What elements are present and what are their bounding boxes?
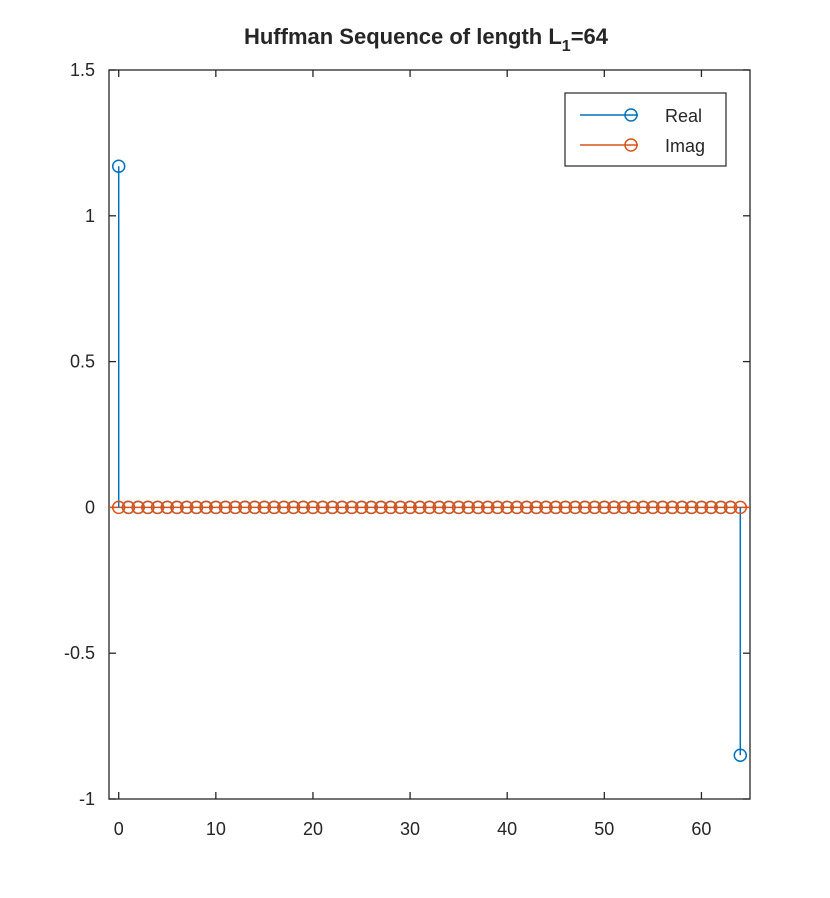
legend: Real Imag xyxy=(564,92,727,167)
stem-marker xyxy=(733,500,748,515)
stem-marker xyxy=(500,500,514,515)
stem-marker xyxy=(607,500,621,515)
y-tick-label: 1 xyxy=(85,206,95,226)
axes-box xyxy=(108,69,751,800)
stem-marker xyxy=(325,500,340,515)
stem-marker xyxy=(422,500,437,515)
stem-marker xyxy=(199,500,213,515)
stem-marker xyxy=(150,500,165,515)
stem-marker xyxy=(354,500,369,515)
stem-marker xyxy=(345,500,359,515)
stem-marker xyxy=(510,500,524,515)
x-tick-label: 20 xyxy=(303,819,323,839)
chart-title: Huffman Sequence of length L1=64 xyxy=(244,24,609,55)
stem-marker xyxy=(277,500,291,515)
stem-marker xyxy=(461,500,476,515)
stem-marker xyxy=(597,500,612,515)
stem-marker xyxy=(714,500,728,515)
stem-marker xyxy=(218,500,233,515)
series-imag xyxy=(111,500,748,515)
y-tick-label: -0.5 xyxy=(64,643,95,663)
stem-marker xyxy=(247,500,262,515)
stem-marker xyxy=(160,500,175,515)
stem-marker xyxy=(684,500,699,515)
stem-marker xyxy=(442,500,456,515)
stem-marker xyxy=(665,500,680,515)
stem-marker xyxy=(315,500,330,515)
legend-box xyxy=(564,92,727,167)
legend-swatch-marker xyxy=(624,138,638,152)
stem-marker xyxy=(131,500,145,515)
stem-marker xyxy=(141,500,155,515)
stem-marker xyxy=(364,500,378,515)
x-tick-label: 50 xyxy=(594,819,614,839)
stem-marker xyxy=(306,500,320,515)
stem-marker xyxy=(413,500,427,515)
plot-area: 0 10 20 30 40 50 60 -1 -0.5 0 0.5 1 1.5 xyxy=(64,60,751,839)
stem-marker xyxy=(694,500,709,515)
stem-marker xyxy=(723,500,738,515)
stem-marker xyxy=(558,500,573,515)
stem-marker xyxy=(549,500,563,515)
x-tick-label: 0 xyxy=(114,819,124,839)
stem-marker xyxy=(374,500,388,515)
stem-marker xyxy=(646,500,660,515)
stem-marker xyxy=(189,500,204,515)
stem-marker xyxy=(432,500,446,515)
stem-marker xyxy=(539,500,553,515)
x-tick-label: 40 xyxy=(497,819,517,839)
stem-marker xyxy=(121,500,136,515)
stem-marker xyxy=(257,500,272,515)
y-tick-label: 0.5 xyxy=(70,352,95,372)
y-tick-label: 1.5 xyxy=(70,60,95,80)
stem-marker xyxy=(471,500,485,515)
stem-marker xyxy=(286,500,301,515)
y-tick-label: -1 xyxy=(79,789,95,809)
stem-marker xyxy=(228,500,243,515)
legend-label: Real xyxy=(665,106,702,126)
legend-label: Imag xyxy=(665,136,705,156)
stem-marker xyxy=(111,500,126,515)
stem-marker xyxy=(179,500,194,515)
stem-marker xyxy=(675,500,689,515)
stem-marker xyxy=(383,500,398,515)
stem-marker xyxy=(451,500,466,515)
stem-marker xyxy=(393,500,408,515)
stem-marker xyxy=(568,500,582,515)
stem-marker xyxy=(335,500,349,515)
stem-marker xyxy=(403,500,417,515)
stem-marker xyxy=(578,500,592,515)
series-real xyxy=(111,159,748,763)
x-tick-label: 10 xyxy=(206,819,226,839)
stem-marker xyxy=(587,500,602,515)
x-tick-label: 60 xyxy=(691,819,711,839)
stem-marker xyxy=(529,500,544,515)
stem-marker xyxy=(733,748,748,763)
stem-marker xyxy=(170,500,184,515)
stem-marker xyxy=(626,500,641,515)
y-tick-label: 0 xyxy=(85,497,95,517)
stem-marker xyxy=(111,159,126,173)
stem-marker xyxy=(636,500,650,515)
stem-marker xyxy=(238,500,252,515)
stem-marker xyxy=(704,500,718,515)
stem-marker xyxy=(616,500,631,515)
stem-marker xyxy=(267,500,281,515)
stem-marker xyxy=(296,500,310,515)
stem-marker xyxy=(519,500,534,515)
stem-marker xyxy=(481,500,495,515)
stem-marker xyxy=(490,500,505,515)
stem-marker xyxy=(209,500,223,515)
legend-swatch-marker xyxy=(624,108,638,122)
x-tick-label: 30 xyxy=(400,819,420,839)
stem-marker xyxy=(655,500,670,515)
